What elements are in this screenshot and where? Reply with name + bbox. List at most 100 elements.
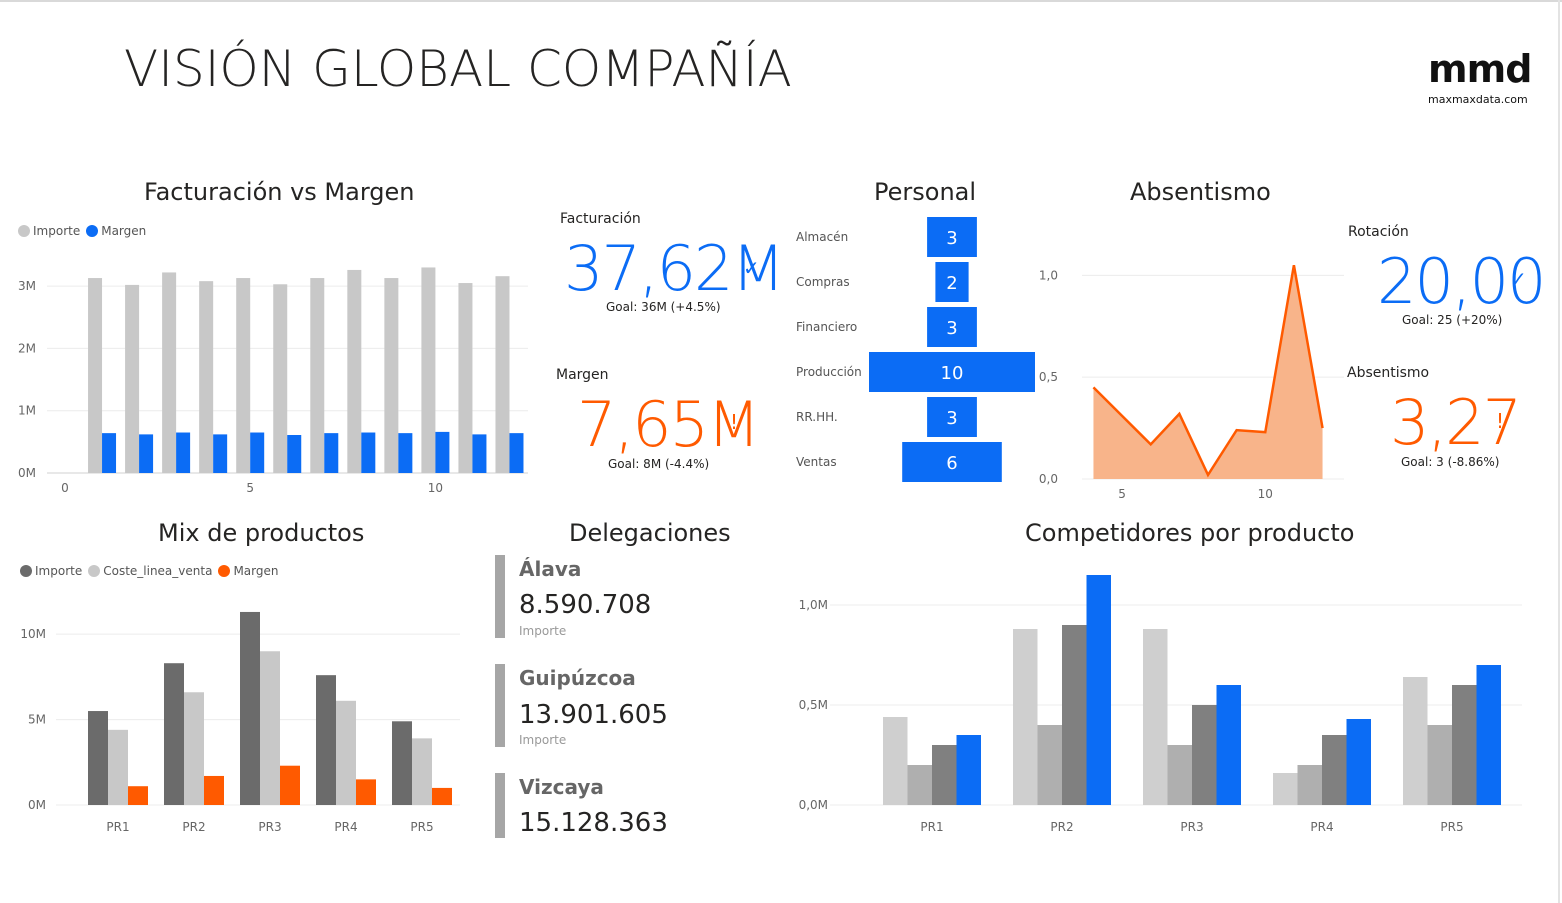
bar-margen xyxy=(250,432,265,473)
legend-swatch-importe xyxy=(18,225,30,237)
warning-icon: ! xyxy=(1496,409,1505,433)
bar-importe xyxy=(164,663,184,805)
bar-importe xyxy=(495,276,510,473)
x-tick-label: PR1 xyxy=(920,820,943,834)
x-tick-label: PR3 xyxy=(1180,820,1203,834)
y-tick-label: 1,0M xyxy=(799,598,828,612)
legend-swatch-margen xyxy=(86,225,99,237)
legend-label-importe: Importe xyxy=(35,564,83,578)
facturacion-margen-title: Facturación vs Margen xyxy=(144,178,415,206)
bar-competidor xyxy=(1192,705,1217,805)
legend-item-coste[interactable]: Coste_linea_venta xyxy=(88,564,212,578)
data-label: 3 xyxy=(946,318,957,339)
bar-margen xyxy=(102,433,117,473)
page-title: VISIÓN GLOBAL COMPAÑÍA xyxy=(124,40,792,98)
bar-margen xyxy=(280,765,300,805)
kpi-absentismo-goal: Goal: 3 (-8.86%) xyxy=(1401,455,1500,469)
y-tick-label: 0M xyxy=(28,798,46,812)
bar-importe xyxy=(347,269,362,473)
bar-margen xyxy=(472,434,487,473)
x-tick-label: PR3 xyxy=(258,820,281,834)
bar-competidor xyxy=(1452,685,1477,805)
legend-item-importe[interactable]: Importe xyxy=(20,564,82,578)
bar-personal xyxy=(935,262,969,302)
bar-margen xyxy=(435,431,450,473)
bar-coste_linea_venta xyxy=(184,692,204,805)
delegaciones-title: Delegaciones xyxy=(569,519,731,547)
legend-item-importe[interactable]: Importe xyxy=(18,224,80,238)
mix-legend[interactable]: Importe Coste_linea_venta Margen xyxy=(20,564,284,578)
competidores-chart[interactable]: 0,0M 0,5M 1,0M PR1 PR2 PR3 PR4 PR5 xyxy=(780,560,1540,845)
bar-coste_linea_venta xyxy=(412,738,432,805)
facturacion-legend[interactable]: Importe Margen xyxy=(18,224,152,238)
bar-competidor xyxy=(883,717,908,805)
kpi-facturacion-goal: Goal: 36M (+4.5%) xyxy=(606,300,721,314)
company-logo-url: maxmaxdata.com xyxy=(1428,93,1528,106)
data-label: 6 xyxy=(946,453,957,474)
bar-competidor xyxy=(1013,629,1038,805)
data-label: 3 xyxy=(946,408,957,429)
bar-importe xyxy=(310,278,325,473)
bar-margen xyxy=(204,775,224,805)
bar-margen xyxy=(139,434,154,473)
category-label: Producción xyxy=(796,365,862,379)
category-label: RR.HH. xyxy=(796,410,838,424)
bar-coste_linea_venta xyxy=(336,700,356,805)
x-tick-label: 5 xyxy=(1118,487,1126,501)
data-label: 2 xyxy=(946,273,957,294)
facturacion-margen-chart[interactable]: 0M 1M 2M 3M 0 5 10 xyxy=(0,245,540,505)
competidores-title: Competidores por producto xyxy=(1025,519,1355,547)
delegacion-sub-guipuzcoa: Importe xyxy=(519,733,567,747)
bar-competidor xyxy=(1322,735,1347,805)
bar-margen xyxy=(361,432,376,473)
legend-item-margen[interactable]: Margen xyxy=(86,224,146,238)
bar-margen xyxy=(176,432,191,473)
x-tick-label: PR2 xyxy=(182,820,205,834)
mix-productos-chart[interactable]: 0M 5M 10M PR1 PR2 PR3 PR4 PR5 xyxy=(0,590,480,840)
y-tick-label: 0M xyxy=(18,466,36,480)
x-tick-label: PR1 xyxy=(106,820,129,834)
bar-margen xyxy=(324,433,339,473)
legend-label-margen: Margen xyxy=(233,564,279,578)
x-tick-label: PR5 xyxy=(1440,820,1463,834)
bar-importe xyxy=(125,284,140,473)
delegacion-name-vizcaya: Vizcaya xyxy=(519,775,604,799)
kpi-margen-goal: Goal: 8M (-4.4%) xyxy=(608,457,710,471)
y-tick-label: 5M xyxy=(28,713,46,727)
y-tick-label: 1,0 xyxy=(1039,268,1058,282)
page-right-border xyxy=(1558,0,1560,903)
absentismo-chart[interactable]: 0,0 0,5 1,0 5 10 xyxy=(1030,240,1350,505)
data-label: 10 xyxy=(941,363,964,384)
legend-label-margen: Margen xyxy=(101,224,147,238)
bar-importe xyxy=(273,284,288,473)
bar-margen xyxy=(356,779,376,805)
bar-importe xyxy=(88,711,108,805)
bar-importe xyxy=(458,283,473,473)
y-tick-label: 1M xyxy=(18,404,36,418)
delegacion-value-alava: 8.590.708 xyxy=(519,590,652,620)
bar-coste_linea_venta xyxy=(260,651,280,805)
bar-personal xyxy=(869,352,1035,392)
absentismo-chart-title: Absentismo xyxy=(1130,178,1271,206)
x-tick-label: 5 xyxy=(246,481,254,495)
delegacion-sub-alava: Importe xyxy=(519,624,567,638)
bar-coste_linea_venta xyxy=(108,729,128,805)
kpi-absentismo-label: Absentismo xyxy=(1347,365,1430,381)
bar-competidor xyxy=(1143,629,1168,805)
y-tick-label: 2M xyxy=(18,341,36,355)
bar-competidor xyxy=(1062,625,1087,805)
delegacion-value-vizcaya: 15.128.363 xyxy=(519,808,668,838)
bar-importe xyxy=(240,611,260,805)
bar-competidor xyxy=(1297,765,1322,805)
x-tick-label: 10 xyxy=(1258,487,1273,501)
legend-item-margen[interactable]: Margen xyxy=(218,564,278,578)
delegacion-value-guipuzcoa: 13.901.605 xyxy=(519,700,668,730)
bar-competidor xyxy=(1346,719,1371,805)
category-label: Financiero xyxy=(796,320,857,334)
personal-chart[interactable]: Almacén 3 Compras 2 Financiero 3 Producción 10 R… xyxy=(790,205,1040,495)
y-tick-label: 0,5 xyxy=(1039,370,1058,384)
kpi-rotacion-label: Rotación xyxy=(1348,224,1409,240)
bar-competidor xyxy=(1086,575,1111,805)
bar-importe xyxy=(421,267,436,473)
x-tick-label: PR5 xyxy=(410,820,433,834)
